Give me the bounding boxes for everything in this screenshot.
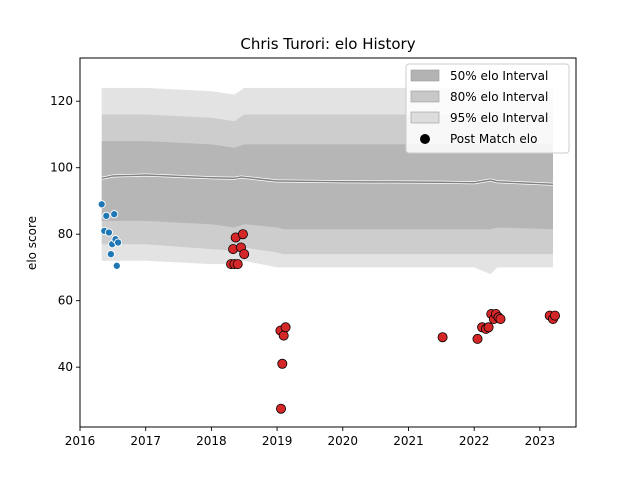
data-point (483, 322, 494, 333)
data-point (275, 403, 286, 414)
data-point (232, 259, 243, 270)
y-tick-label: 80 (58, 227, 73, 241)
legend-swatch (410, 111, 440, 124)
axes-ticks: 2016 2017 2018 2019 2020 2021 2022 2023 40 60 80 10… (50, 94, 555, 448)
y-tick-label: 40 (58, 360, 73, 374)
x-tick-label: 2017 (130, 434, 161, 448)
legend: 50% elo Interval 80% elo Interval 95% elo … (405, 63, 570, 154)
legend-label: Post Match elo (450, 132, 537, 146)
data-point (104, 228, 113, 237)
x-tick-label: 2022 (459, 434, 490, 448)
legend-marker (420, 134, 430, 144)
legend-swatch (410, 90, 440, 103)
data-point (106, 250, 115, 259)
x-tick-label: 2016 (65, 434, 96, 448)
data-point (114, 238, 123, 247)
data-point (278, 330, 289, 341)
data-point (437, 332, 448, 343)
data-point (495, 313, 506, 324)
legend-label: 95% elo Interval (450, 111, 548, 125)
data-point (112, 261, 121, 270)
data-point (239, 249, 250, 260)
legend-box (405, 63, 570, 154)
data-point (472, 333, 483, 344)
y-axis-label: elo score (25, 216, 39, 270)
legend-label: 50% elo Interval (450, 69, 548, 83)
data-point (97, 200, 106, 209)
x-tick-label: 2020 (328, 434, 359, 448)
axes-frame (79, 57, 577, 428)
x-tick-label: 2018 (196, 434, 227, 448)
data-point (237, 229, 248, 240)
y-tick-label: 120 (50, 94, 73, 108)
y-tick-label: 60 (58, 294, 73, 308)
y-tick-label: 100 (50, 161, 73, 175)
chart-title: Chris Turori: elo History (240, 35, 415, 53)
data-point (102, 211, 111, 220)
data-point (550, 310, 561, 321)
mean-line (101, 174, 554, 186)
legend-label: 80% elo Interval (450, 90, 548, 104)
x-tick-label: 2023 (525, 434, 556, 448)
data-point (277, 358, 288, 369)
x-tick-label: 2019 (262, 434, 293, 448)
data-point (110, 210, 119, 219)
legend-swatch (410, 69, 440, 82)
data-point (280, 322, 291, 333)
x-tick-label: 2021 (393, 434, 424, 448)
band-50 (101, 141, 553, 230)
